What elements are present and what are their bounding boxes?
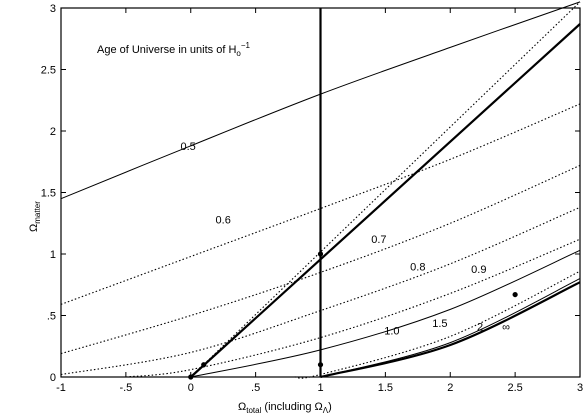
x-tick-label: -1 xyxy=(56,382,66,394)
markers xyxy=(188,251,518,380)
series-line-5 xyxy=(190,249,581,378)
y-axis-ticks: 0.511.522.53 xyxy=(41,3,580,384)
x-tick-label: 1.5 xyxy=(378,382,393,394)
y-tick-label: .5 xyxy=(47,311,56,323)
marker-dot-2 xyxy=(317,251,324,257)
x-axis-label-main: Ω xyxy=(238,401,246,413)
chart-title: Age of Universe in units of Ho−1 xyxy=(97,41,251,58)
series-line-1 xyxy=(60,103,581,305)
marker-dot-1 xyxy=(201,362,207,368)
curve-label: ∞ xyxy=(502,322,510,334)
curve-label: 2 xyxy=(477,322,483,334)
y-tick-label: 0 xyxy=(50,372,56,384)
plot-lines xyxy=(60,1,581,379)
series-line-10 xyxy=(190,1,581,378)
x-tick-label: 1 xyxy=(317,382,323,394)
x-tick-label: 0 xyxy=(188,382,194,394)
curve-labels: 0.5 0.6 0.7 0.8 0.9 1.0 1.5 2 ∞ xyxy=(181,141,510,338)
series-line-9 xyxy=(190,23,581,378)
y-tick-label: 1 xyxy=(50,249,56,261)
x-tick-label: 2.5 xyxy=(507,382,522,394)
curve-label: 1.5 xyxy=(432,318,447,330)
chart-title-superscript: −1 xyxy=(241,41,251,50)
y-tick-label: 3 xyxy=(50,3,56,15)
series-line-4 xyxy=(125,238,581,378)
chart-title-subscript: o xyxy=(236,49,241,58)
x-tick-label: -.5 xyxy=(119,382,132,394)
y-tick-label: 2 xyxy=(50,126,56,138)
curve-label: 0.5 xyxy=(181,141,196,153)
x-axis-label-subscript: total xyxy=(246,406,261,415)
y-axis-label-main: Ω xyxy=(28,224,40,232)
series-line-8 xyxy=(320,281,581,379)
marker-dot-4 xyxy=(512,291,518,298)
curve-label: 0.6 xyxy=(216,215,231,227)
series-line-7 xyxy=(320,278,581,378)
y-tick-label: 2.5 xyxy=(41,65,56,77)
series-line-2 xyxy=(60,164,581,355)
series-line-6 xyxy=(294,270,581,379)
x-tick-label: 2 xyxy=(447,382,453,394)
x-tick-label: 3 xyxy=(577,382,583,394)
x-axis-label: Ωtotal (including ΩΛ) xyxy=(238,401,332,415)
x-axis-label-suffix: (including Ω xyxy=(261,401,322,413)
chart-title-main: Age of Universe in units of H xyxy=(97,44,236,56)
curve-label: 0.9 xyxy=(471,264,486,276)
curve-label: 0.8 xyxy=(410,261,425,273)
curve-label: 1.0 xyxy=(384,325,399,337)
x-axis-label-suffix-subscript: Λ xyxy=(323,406,329,415)
x-axis-label-close: ) xyxy=(328,401,332,413)
curve-label: 0.7 xyxy=(371,234,386,246)
x-axis-ticks: -1 -.5 0.5 1 1.5 2 2.5 3 xyxy=(56,8,583,394)
y-axis-label: Ωmatter xyxy=(28,201,42,232)
marker-dot-3 xyxy=(317,362,324,368)
y-axis-label-subscript: matter xyxy=(33,201,42,224)
y-tick-label: 1.5 xyxy=(41,188,56,200)
x-tick-label: .5 xyxy=(251,382,260,394)
